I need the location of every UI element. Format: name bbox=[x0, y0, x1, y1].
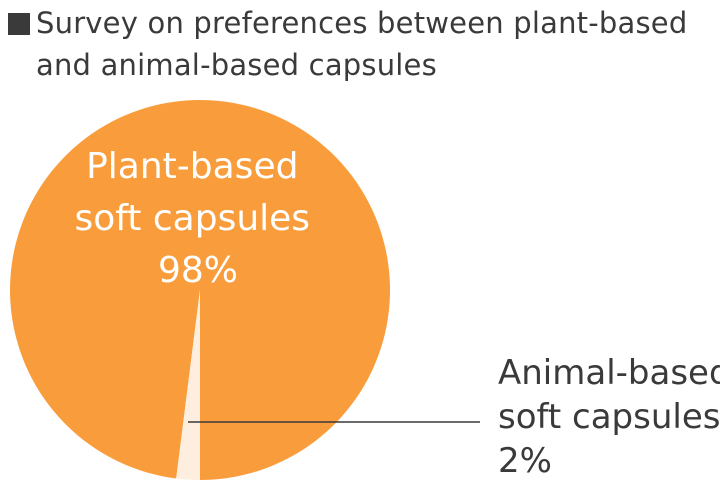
pie-slices bbox=[10, 100, 391, 480]
plant-based-slice bbox=[10, 100, 391, 480]
animal-based-value-label: 2% bbox=[498, 441, 552, 480]
chart-title: Survey on preferences between plant-base… bbox=[8, 2, 720, 86]
chart-title-line-2: and animal-based capsules bbox=[36, 48, 437, 82]
animal-based-label-line-1: Animal-based bbox=[498, 353, 720, 393]
chart-title-line-1: Survey on preferences between plant-base… bbox=[36, 6, 688, 40]
animal-based-label-line-2: soft capsules bbox=[498, 397, 720, 437]
animal-based-slice-label: Animal-based soft capsules 2% bbox=[498, 353, 720, 480]
plant-based-label-line-1: Plant-based bbox=[86, 146, 298, 187]
plant-based-label-line-2: soft capsules bbox=[74, 198, 310, 239]
title-square-marker bbox=[8, 13, 30, 35]
plant-based-slice-label: Plant-based soft capsules 98% bbox=[74, 146, 321, 291]
plant-based-value-label: 98% bbox=[158, 250, 238, 291]
animal-based-slice bbox=[176, 290, 200, 480]
